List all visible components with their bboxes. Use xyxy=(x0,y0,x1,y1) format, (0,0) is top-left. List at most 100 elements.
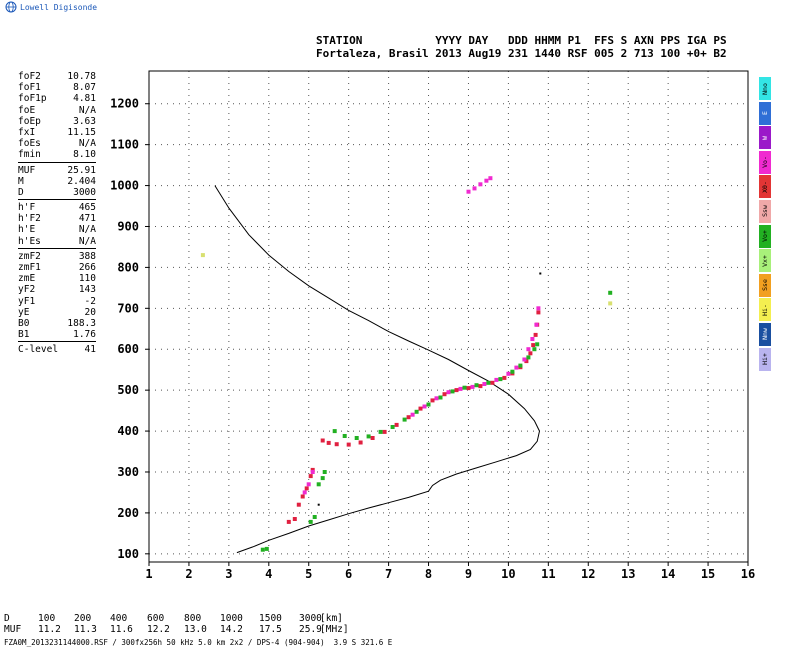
echo-point xyxy=(312,515,317,519)
param-key: foE xyxy=(18,104,36,116)
param-value: 110 xyxy=(78,273,96,285)
muf-table-cell: 11.6 xyxy=(110,623,133,635)
muf-table-cell: 12.2 xyxy=(147,623,170,635)
echo-point xyxy=(466,386,471,391)
legend-entry: Vo+ xyxy=(759,224,771,248)
param-key: B0 xyxy=(18,317,30,329)
muf-table-cell: 25.9 xyxy=(299,623,322,635)
param-value: 388 xyxy=(78,250,96,262)
param-row: B0 188.3 xyxy=(18,318,96,329)
param-row: foEs N/A xyxy=(18,138,96,149)
param-value: N/A xyxy=(78,104,96,116)
param-separator xyxy=(18,341,96,343)
y-tick-label: 500 xyxy=(117,383,139,397)
echo-point xyxy=(414,409,419,414)
echo-point xyxy=(490,380,495,385)
echo-point xyxy=(200,253,205,258)
echo-point xyxy=(334,442,339,447)
echo-point xyxy=(346,442,351,447)
legend-label: E xyxy=(761,111,769,116)
echo-point xyxy=(308,474,313,479)
legend-entry: Hi- xyxy=(759,298,771,322)
x-axis: 1 2 3 4 5 6 7 8 9 10 11 12 13 14 15 16 xyxy=(145,562,755,581)
echo-point xyxy=(470,384,475,389)
logo: Lowell Digisonde xyxy=(5,0,97,14)
echo-point xyxy=(522,357,527,362)
muf-table-cell: 14.2 xyxy=(220,623,243,635)
param-key: B1 xyxy=(18,329,30,341)
param-key: M xyxy=(18,175,24,187)
muf-table-cell: 17.5 xyxy=(259,623,282,635)
param-row: yF1 -2 xyxy=(18,296,96,307)
muf-table-cell: 1500 xyxy=(259,613,282,624)
echo-point xyxy=(378,429,383,434)
y-tick-label: 1200 xyxy=(110,97,139,111)
echo-point xyxy=(528,351,533,356)
x-tick-label: 8 xyxy=(425,567,432,581)
echo-point xyxy=(320,476,325,481)
echo-point xyxy=(474,383,479,388)
echo-point xyxy=(304,486,309,491)
param-key: h'F xyxy=(18,202,36,214)
muf-table-cell: 800 xyxy=(184,613,202,624)
y-tick-label: 900 xyxy=(117,219,139,233)
param-value: 471 xyxy=(78,213,96,225)
echo-point xyxy=(308,519,313,524)
echo-point xyxy=(514,365,519,370)
station-header: STATION YYYY DAY DDD HHMM P1 FFS S AXN P… xyxy=(316,34,727,60)
muf-table-cell: 400 xyxy=(110,613,128,624)
mode-legend: Nno E W Vo- X0- Ssw Vo+ Vx+ Sse Hi- Nnw Hi+ xyxy=(759,77,771,372)
param-value: N/A xyxy=(78,235,96,247)
x-tick-label: 4 xyxy=(265,567,272,581)
param-separator xyxy=(18,247,96,249)
x-tick-label: 13 xyxy=(621,567,635,581)
param-value: 4.81 xyxy=(73,93,96,105)
echo-point xyxy=(316,482,321,487)
x-tick-label: 12 xyxy=(581,567,595,581)
echo-point xyxy=(531,343,536,348)
param-key: zmF1 xyxy=(18,262,41,273)
param-row: D 3000 xyxy=(18,187,96,198)
muf-table-cell: 3000 xyxy=(299,613,322,624)
param-value: 20 xyxy=(84,306,96,318)
echo-point xyxy=(532,347,537,352)
param-row: M 2.404 xyxy=(18,176,96,187)
x-tick-label: 5 xyxy=(305,567,312,581)
param-value: 266 xyxy=(78,262,96,273)
echo-point xyxy=(382,429,387,434)
echo-points xyxy=(200,176,613,552)
param-key: h'F2 xyxy=(18,213,41,225)
param-row: foF1 8.07 xyxy=(18,82,96,93)
y-tick-label: 100 xyxy=(117,547,139,561)
legend-entry: X0- xyxy=(759,175,771,199)
param-value: 25.91 xyxy=(67,164,96,176)
param-row: B1 1.76 xyxy=(18,329,96,340)
y-tick-label: 1100 xyxy=(110,138,139,152)
x-tick-label: 6 xyxy=(345,567,352,581)
legend-label: Sse xyxy=(761,279,769,292)
param-value: 2.404 xyxy=(67,175,96,187)
density-profile-line xyxy=(214,185,541,554)
param-key: foEs xyxy=(18,138,41,150)
echo-point xyxy=(430,398,435,403)
footer-info: FZA0M_2013231144000.RSF / 300fx256h 50 k… xyxy=(4,638,393,647)
echo-point xyxy=(402,417,407,422)
legend-entry: Vo- xyxy=(759,150,771,174)
echo-point xyxy=(478,384,483,389)
echo-point xyxy=(506,371,511,376)
param-row: h'Es N/A xyxy=(18,236,96,247)
param-value: 41 xyxy=(84,344,96,356)
station-header-line2: Fortaleza, Brasil 2013 Aug19 231 1440 RS… xyxy=(316,47,727,60)
param-key: zmE xyxy=(18,273,36,285)
x-tick-label: 3 xyxy=(225,567,232,581)
param-row: yF2 143 xyxy=(18,284,96,295)
x-tick-label: 11 xyxy=(541,567,555,581)
echo-point xyxy=(536,306,541,311)
echo-point xyxy=(535,342,540,347)
legend-entry: Vx+ xyxy=(759,249,771,273)
param-row: h'E N/A xyxy=(18,224,96,235)
param-key: h'E xyxy=(18,224,36,236)
x-tick-label: 15 xyxy=(701,567,715,581)
param-value: 1.76 xyxy=(73,329,96,341)
echo-point xyxy=(426,402,431,407)
